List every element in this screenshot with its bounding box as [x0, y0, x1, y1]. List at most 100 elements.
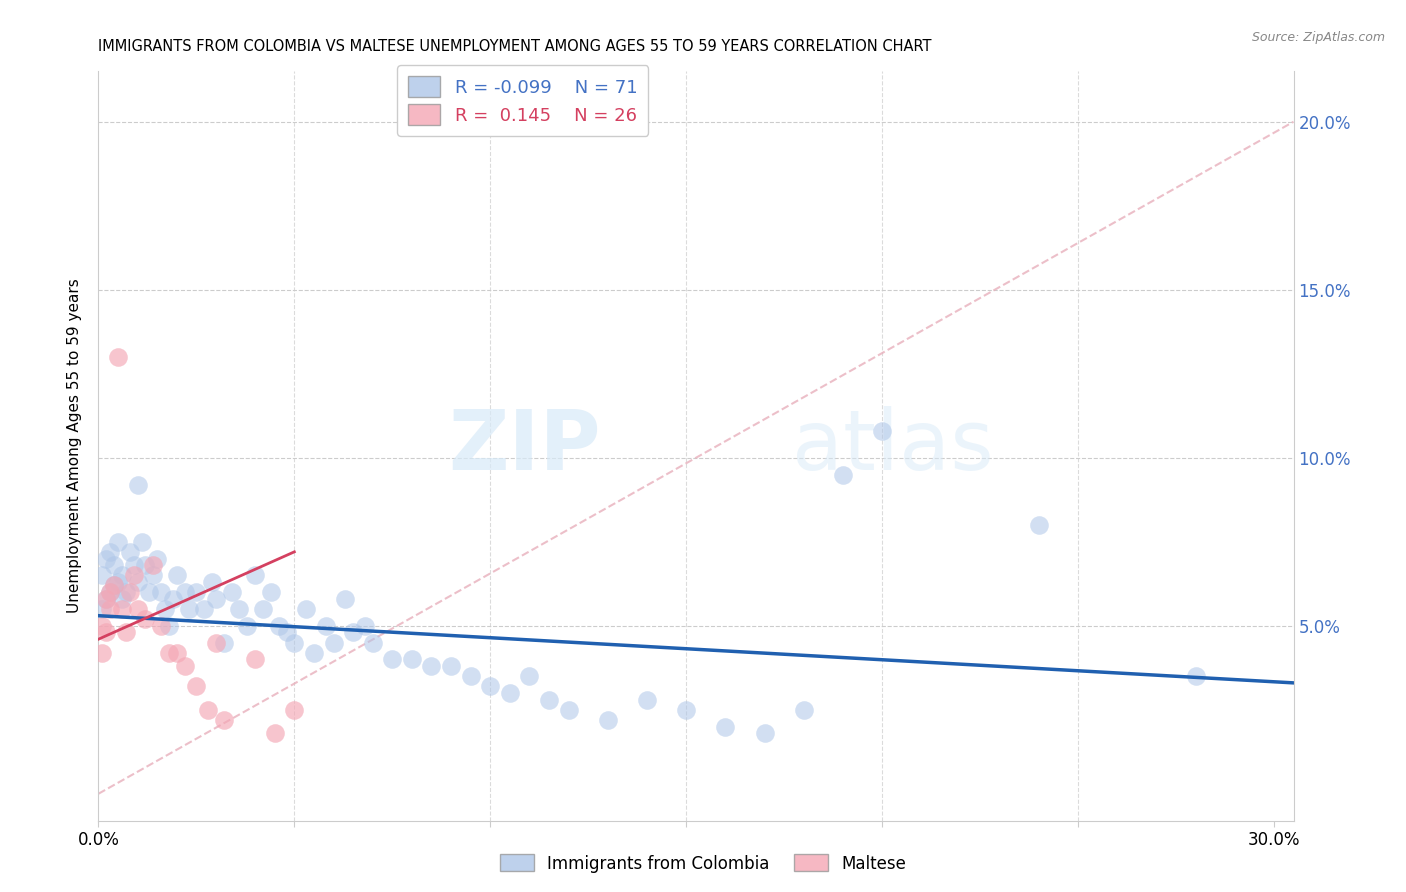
Point — [212, 713, 235, 727]
Point — [91, 619, 114, 633]
Legend: Immigrants from Colombia, Maltese: Immigrants from Colombia, Maltese — [494, 847, 912, 880]
Point — [754, 726, 776, 740]
Point — [361, 635, 384, 649]
Point — [177, 602, 200, 616]
Point — [91, 602, 114, 616]
Text: Source: ZipAtlas.com: Source: ZipAtlas.com — [1251, 31, 1385, 45]
Point — [460, 669, 482, 683]
Point — [401, 652, 423, 666]
Point — [115, 625, 138, 640]
Point — [636, 692, 658, 706]
Point — [157, 646, 180, 660]
Point — [221, 585, 243, 599]
Point — [212, 635, 235, 649]
Point — [142, 558, 165, 573]
Point — [243, 568, 266, 582]
Point — [107, 350, 129, 364]
Point — [342, 625, 364, 640]
Point — [186, 585, 208, 599]
Point — [96, 591, 118, 606]
Point — [228, 602, 250, 616]
Point — [98, 545, 121, 559]
Point — [260, 585, 283, 599]
Point — [146, 551, 169, 566]
Point — [150, 585, 173, 599]
Point — [205, 591, 228, 606]
Point — [267, 619, 290, 633]
Point — [115, 585, 138, 599]
Point — [138, 585, 160, 599]
Point — [675, 703, 697, 717]
Point — [519, 669, 541, 683]
Point — [236, 619, 259, 633]
Point — [134, 612, 156, 626]
Point — [166, 568, 188, 582]
Point — [150, 619, 173, 633]
Point — [153, 602, 176, 616]
Point — [103, 578, 125, 592]
Point — [252, 602, 274, 616]
Point — [201, 575, 224, 590]
Point — [302, 646, 325, 660]
Point — [118, 585, 141, 599]
Point — [127, 477, 149, 491]
Point — [107, 534, 129, 549]
Point — [127, 602, 149, 616]
Point — [870, 424, 893, 438]
Point — [335, 591, 357, 606]
Y-axis label: Unemployment Among Ages 55 to 59 years: Unemployment Among Ages 55 to 59 years — [67, 278, 83, 614]
Point — [243, 652, 266, 666]
Point — [118, 545, 141, 559]
Point — [479, 679, 502, 693]
Point — [1184, 669, 1206, 683]
Point — [186, 679, 208, 693]
Point — [96, 551, 118, 566]
Point — [793, 703, 815, 717]
Point — [111, 602, 134, 616]
Legend: R = -0.099    N = 71, R =  0.145    N = 26: R = -0.099 N = 71, R = 0.145 N = 26 — [396, 65, 648, 136]
Point — [197, 703, 219, 717]
Text: atlas: atlas — [792, 406, 993, 486]
Point — [537, 692, 560, 706]
Point — [166, 646, 188, 660]
Point — [263, 726, 285, 740]
Point — [157, 619, 180, 633]
Point — [499, 686, 522, 700]
Point — [111, 568, 134, 582]
Point — [134, 558, 156, 573]
Point — [714, 720, 737, 734]
Point — [283, 703, 305, 717]
Point — [832, 467, 855, 482]
Point — [557, 703, 579, 717]
Point — [91, 568, 114, 582]
Point — [122, 568, 145, 582]
Point — [322, 635, 344, 649]
Point — [122, 558, 145, 573]
Point — [420, 659, 443, 673]
Text: IMMIGRANTS FROM COLOMBIA VS MALTESE UNEMPLOYMENT AMONG AGES 55 TO 59 YEARS CORRE: IMMIGRANTS FROM COLOMBIA VS MALTESE UNEM… — [98, 38, 932, 54]
Point — [103, 578, 125, 592]
Point — [440, 659, 463, 673]
Point — [98, 602, 121, 616]
Point — [162, 591, 184, 606]
Point — [381, 652, 404, 666]
Point — [107, 575, 129, 590]
Point — [596, 713, 619, 727]
Point — [131, 534, 153, 549]
Point — [354, 619, 377, 633]
Point — [315, 619, 337, 633]
Point — [96, 625, 118, 640]
Point — [276, 625, 298, 640]
Point — [295, 602, 318, 616]
Point — [98, 585, 121, 599]
Point — [1028, 518, 1050, 533]
Point — [193, 602, 215, 616]
Point — [173, 585, 195, 599]
Point — [91, 646, 114, 660]
Point — [283, 635, 305, 649]
Point — [103, 558, 125, 573]
Text: ZIP: ZIP — [449, 406, 600, 486]
Point — [96, 591, 118, 606]
Point — [98, 585, 121, 599]
Point — [111, 591, 134, 606]
